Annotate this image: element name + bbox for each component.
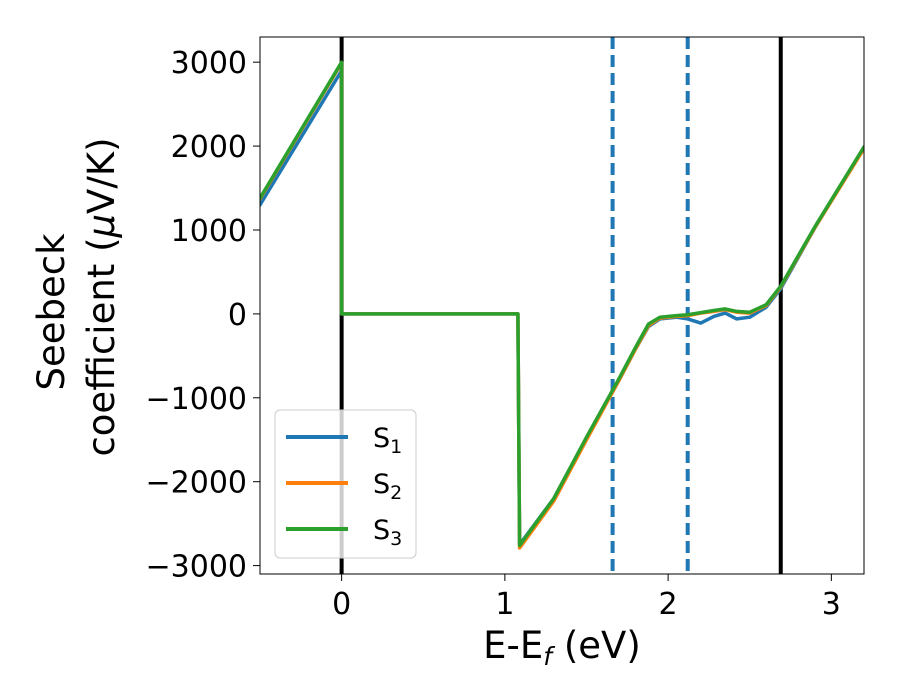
y-tick-label: 3000 [171,46,247,81]
y-tick-label: −2000 [146,466,247,501]
legend-label-s3: S3 [373,515,402,550]
legend-label-s2: S2 [373,469,402,504]
series-line-s3 [260,60,864,548]
y-tick-label: 0 [228,298,247,333]
y-axis-title: Seebeck coefficient (μV/K) [30,137,123,456]
y-tick-label: −3000 [146,550,247,585]
y-tick-label: 1000 [171,214,247,249]
x-tick-label: 2 [659,587,678,622]
y-axis-title-line1: Seebeck [30,233,73,391]
y-axis-title-line2: coefficient (μV/K) [80,137,123,456]
x-tick-label: 3 [822,587,841,622]
x-axis-title: E-Ef (eV) [483,624,641,671]
y-tick-label: −1000 [146,382,247,417]
legend: S1 S2 S3 [274,409,417,559]
x-tick-label: 0 [332,587,351,622]
plot-frame [259,36,865,575]
legend-label-s1: S1 [373,423,402,458]
x-tick-label: 1 [495,587,514,622]
y-tick-label: 2000 [171,130,247,165]
